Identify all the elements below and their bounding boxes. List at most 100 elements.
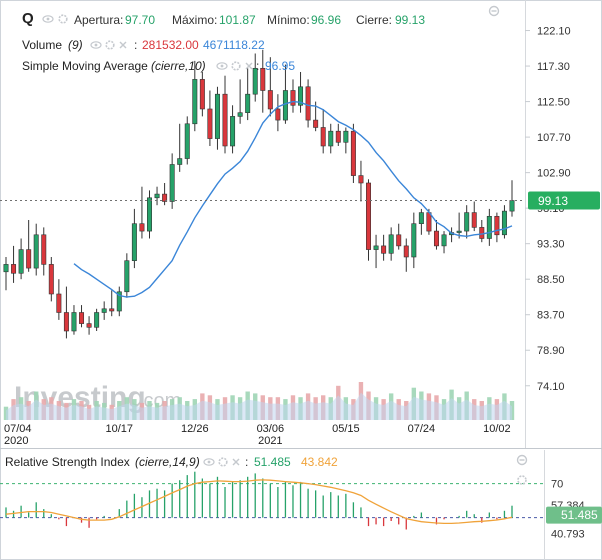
candle <box>373 234 379 269</box>
rsi-signal-line <box>5 479 513 525</box>
price-tick-label: 107.70 <box>537 132 571 144</box>
candle <box>207 90 213 146</box>
high-label: Máximo: <box>172 13 217 27</box>
candle-body <box>63 312 69 332</box>
settings-icon[interactable] <box>517 475 527 485</box>
candle-body <box>214 93 220 139</box>
candle-body <box>343 130 349 143</box>
candle-body <box>426 212 432 232</box>
candle <box>3 256 9 291</box>
candle <box>350 123 356 183</box>
candle <box>456 212 462 239</box>
price-grid <box>525 30 530 387</box>
volume-ma-value: 4671118.22 <box>203 38 265 52</box>
candle <box>177 123 183 172</box>
candle <box>343 127 349 154</box>
open-value: 97.70 <box>125 13 155 27</box>
candle <box>433 219 439 250</box>
rsi-value-tag-bg <box>546 506 602 524</box>
price-tick-label: 102.90 <box>537 168 571 180</box>
candle <box>230 105 236 154</box>
last-price-tag: 99.13 <box>528 191 600 210</box>
candle-body <box>86 323 92 328</box>
candle <box>222 75 228 154</box>
candle <box>41 227 47 276</box>
candle-body <box>56 293 62 313</box>
settings-icon[interactable] <box>105 40 115 50</box>
candle-body <box>396 234 402 247</box>
sma-param: (cierre,10) <box>151 59 206 73</box>
candle <box>116 286 122 317</box>
candle <box>479 219 485 243</box>
settings-icon[interactable] <box>218 457 228 467</box>
candle-body <box>147 197 152 232</box>
close-icon[interactable] <box>245 62 253 70</box>
settings-icon[interactable] <box>58 14 68 24</box>
candle-body <box>328 130 334 147</box>
candle-body <box>464 212 470 232</box>
low-value: 96.96 <box>311 13 341 27</box>
close-icon[interactable] <box>119 41 127 49</box>
candle <box>147 190 152 239</box>
candle <box>260 49 266 113</box>
volume-ma-area <box>6 392 512 420</box>
collapse-icon[interactable] <box>516 454 528 466</box>
close-icon[interactable] <box>232 458 240 466</box>
candle <box>486 208 492 246</box>
price-tick-label: 93.30 <box>537 239 565 251</box>
candle <box>245 68 251 121</box>
candle-body <box>373 245 379 250</box>
rsi-value: 51.485 <box>254 455 291 469</box>
time-tick-label: 07/24 <box>408 423 436 435</box>
open-label: Apertura: <box>74 13 123 27</box>
candle <box>79 305 85 328</box>
candle <box>94 308 100 331</box>
candle <box>464 205 470 239</box>
candle <box>33 223 39 276</box>
candle-body <box>48 264 54 295</box>
candle-body <box>335 130 341 143</box>
candle-body <box>230 116 236 147</box>
eye-icon[interactable] <box>203 458 215 466</box>
candle <box>214 86 220 150</box>
volume-value: 281532.00 <box>142 38 199 52</box>
candle <box>290 79 296 113</box>
candle-body <box>298 86 304 106</box>
eye-icon[interactable] <box>216 62 228 70</box>
rsi-signal-value: 43.842 <box>301 455 338 469</box>
candle <box>11 245 17 283</box>
candle <box>366 179 371 261</box>
collapse-icon[interactable] <box>488 5 500 17</box>
candle <box>411 212 417 269</box>
rsi-histogram <box>5 471 513 530</box>
candle-body <box>267 90 273 110</box>
price-tick-label: 112.50 <box>537 97 570 109</box>
candle <box>86 316 92 335</box>
rsi-tick-label: 70 <box>551 479 563 491</box>
candle <box>139 186 145 239</box>
eye-icon[interactable] <box>90 41 102 49</box>
candle <box>298 71 304 113</box>
candle-body <box>471 212 477 228</box>
candle <box>328 123 334 154</box>
rsi-legend: Relative Strength Index (cierre,14,9) : … <box>5 454 528 485</box>
settings-icon[interactable] <box>231 61 241 71</box>
candle-body <box>71 312 77 332</box>
candle-body <box>358 175 364 184</box>
candle <box>154 186 160 206</box>
eye-icon[interactable] <box>42 15 54 23</box>
candle-body <box>350 130 356 176</box>
rsi-last-value: 51.485 <box>561 508 598 522</box>
rsi-tick-label: 40.793 <box>551 528 585 540</box>
rsi-value-tag: 51.485 <box>546 506 602 524</box>
volume-legend: Volume (9) : 281532.00 4671118.22 <box>22 38 265 52</box>
candle-body <box>313 119 319 128</box>
candle-body <box>162 193 168 202</box>
candle-body <box>139 223 145 232</box>
candle <box>471 201 477 232</box>
close-label: Cierre: <box>356 13 392 27</box>
candle <box>358 160 364 202</box>
candle-body <box>418 212 424 224</box>
